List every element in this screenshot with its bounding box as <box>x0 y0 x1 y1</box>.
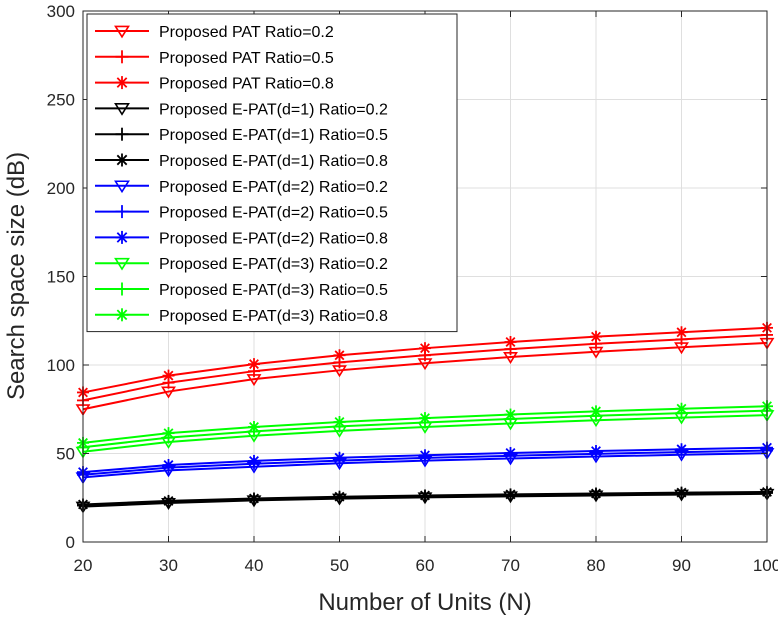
marker-asterisk <box>419 489 431 502</box>
marker-asterisk <box>504 335 517 348</box>
y-tick-label: 0 <box>66 533 75 552</box>
marker-asterisk <box>504 488 517 501</box>
legend-entry: Proposed PAT Ratio=0.2 <box>95 24 334 41</box>
marker-asterisk <box>248 454 260 467</box>
axis-ticks: 20 30 40 50 60 70 80 90 100 0 50 100 150 200 250 300 <box>47 2 778 575</box>
marker-plus <box>115 282 129 296</box>
marker-asterisk <box>333 415 346 428</box>
legend-label: Proposed E-PAT(d=3) Ratio=0.5 <box>159 282 388 299</box>
marker-asterisk <box>419 342 431 355</box>
marker-asterisk <box>504 408 517 421</box>
x-tick-label: 40 <box>245 556 264 575</box>
marker-asterisk <box>162 427 175 440</box>
y-axis-label: Search space size (dB) <box>3 152 30 400</box>
x-tick-label: 80 <box>587 556 606 575</box>
x-tick-label: 70 <box>501 556 520 575</box>
legend-label: Proposed E-PAT(d=1) Ratio=0.8 <box>159 153 388 170</box>
legend-label: Proposed E-PAT(d=2) Ratio=0.5 <box>159 205 388 222</box>
legend-label: Proposed E-PAT(d=3) Ratio=0.2 <box>159 256 388 273</box>
x-tick-label: 60 <box>416 556 435 575</box>
x-tick-label: 30 <box>159 556 178 575</box>
legend-entry: Proposed E-PAT(d=3) Ratio=0.8 <box>95 308 388 325</box>
legend-label: Proposed PAT Ratio=0.8 <box>159 76 334 93</box>
legend-entry: Proposed PAT Ratio=0.5 <box>95 50 334 67</box>
series-line <box>82 341 768 411</box>
marker-asterisk <box>333 490 346 503</box>
legend-entry: Proposed E-PAT(d=2) Ratio=0.2 <box>95 179 388 196</box>
marker-asterisk <box>419 412 431 425</box>
marker-asterisk <box>162 459 175 472</box>
marker-asterisk <box>675 326 688 339</box>
y-tick-label: 150 <box>47 268 75 287</box>
y-tick-label: 200 <box>47 179 75 198</box>
marker-asterisk <box>590 487 602 500</box>
marker-asterisk <box>590 405 602 418</box>
x-tick-label: 50 <box>330 556 349 575</box>
marker-triangle <box>114 103 130 116</box>
marker-asterisk <box>419 449 431 462</box>
legend-label: Proposed PAT Ratio=0.2 <box>159 24 334 41</box>
marker-asterisk <box>590 330 602 343</box>
marker-asterisk <box>115 308 129 322</box>
legend-entry: Proposed E-PAT(d=1) Ratio=0.8 <box>95 153 388 170</box>
legend-label: Proposed E-PAT(d=1) Ratio=0.5 <box>159 127 388 144</box>
marker-asterisk <box>115 153 129 167</box>
marker-asterisk <box>333 451 346 464</box>
marker-triangle <box>114 180 130 194</box>
y-tick-label: 50 <box>56 445 75 464</box>
marker-plus <box>115 205 129 219</box>
legend-entry: Proposed E-PAT(d=2) Ratio=0.5 <box>95 205 388 222</box>
legend-label: Proposed E-PAT(d=3) Ratio=0.8 <box>159 308 388 325</box>
marker-asterisk <box>162 494 175 507</box>
marker-asterisk <box>248 420 260 433</box>
y-tick-label: 250 <box>47 91 75 110</box>
legend-label: Proposed PAT Ratio=0.5 <box>159 50 334 67</box>
x-tick-label: 100 <box>753 556 778 575</box>
marker-triangle <box>114 25 130 39</box>
legend-entry: Proposed E-PAT(d=2) Ratio=0.8 <box>95 230 388 247</box>
x-tick-label: 90 <box>672 556 691 575</box>
marker-asterisk <box>248 358 260 371</box>
legend-entry: Proposed PAT Ratio=0.8 <box>95 76 334 93</box>
marker-asterisk <box>504 446 517 459</box>
legend-entry: Proposed E-PAT(d=3) Ratio=0.2 <box>95 256 388 273</box>
marker-plus <box>115 127 129 141</box>
legend-label: Proposed E-PAT(d=1) Ratio=0.2 <box>159 101 388 118</box>
marker-asterisk <box>675 486 688 499</box>
marker-asterisk <box>675 402 688 415</box>
legend-entry: Proposed E-PAT(d=3) Ratio=0.5 <box>95 282 388 299</box>
x-axis-label: Number of Units (N) <box>318 589 531 616</box>
x-tick-label: 20 <box>74 556 93 575</box>
marker-triangle <box>114 257 130 271</box>
legend-box <box>86 13 458 333</box>
y-tick-label: 100 <box>47 356 75 375</box>
legend: Proposed PAT Ratio=0.2 Proposed PAT Ratio… <box>86 13 458 333</box>
marker-asterisk <box>162 369 175 382</box>
marker-asterisk <box>248 492 260 505</box>
marker-plus <box>115 50 129 64</box>
marker-asterisk <box>333 349 346 362</box>
legend-entry: Proposed E-PAT(d=1) Ratio=0.2 <box>95 101 388 118</box>
legend-entry: Proposed E-PAT(d=1) Ratio=0.5 <box>95 127 388 144</box>
marker-asterisk <box>115 76 129 90</box>
y-tick-label: 300 <box>47 2 75 21</box>
legend-label: Proposed E-PAT(d=2) Ratio=0.8 <box>159 230 388 247</box>
legend-label: Proposed E-PAT(d=2) Ratio=0.2 <box>159 179 388 196</box>
marker-asterisk <box>115 230 129 244</box>
marker-asterisk <box>675 443 688 456</box>
marker-asterisk <box>590 445 602 458</box>
